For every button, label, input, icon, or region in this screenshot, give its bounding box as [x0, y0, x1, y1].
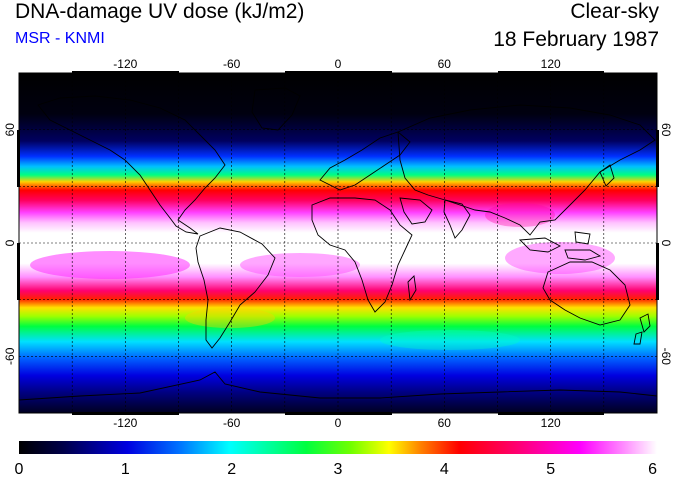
lon-tick-labels-top: -120 -60 0 60 120 [113, 57, 561, 71]
lon-tick-label: 120 [541, 57, 561, 71]
date-label: 18 February 1987 [493, 28, 659, 51]
lon-tick-label: 60 [438, 416, 452, 430]
australia-coast [542, 261, 631, 326]
lon-tick-label: -120 [113, 57, 137, 71]
india-coast [443, 199, 471, 239]
coastlines [19, 87, 657, 401]
lon-tick-label: -120 [113, 416, 137, 430]
lat-tick-label: -60 [659, 348, 673, 366]
indonesia-coast [518, 231, 602, 261]
lon-tick-label: 60 [438, 57, 452, 71]
lon-tick-label: -60 [223, 57, 241, 71]
africa-coast [311, 197, 413, 313]
europe-coast [319, 131, 411, 191]
graticule [19, 73, 657, 413]
lat-tick-label: 0 [659, 240, 673, 247]
lat-tick-label: 60 [3, 123, 17, 137]
colorbar-label: 1 [121, 461, 130, 478]
lat-tick-labels-right: 60 0 -60 [659, 123, 673, 365]
lon-tick-label: -60 [223, 416, 241, 430]
colorbar [19, 441, 657, 454]
colorbar-label: 5 [546, 461, 555, 478]
lon-tick-label: 120 [541, 416, 561, 430]
frame-ticks [17, 71, 659, 415]
asia-coast [397, 104, 656, 236]
colorbar-label: 6 [648, 461, 657, 478]
south-america-coast [195, 227, 276, 349]
lon-tick-labels-bottom: -120 -60 0 60 120 [113, 416, 561, 430]
lon-tick-label: 0 [335, 416, 342, 430]
source-label: MSR - KNMI [15, 30, 105, 47]
arabia-coast [399, 197, 433, 225]
new-zealand-coast [633, 313, 651, 345]
madagascar-coast [407, 275, 417, 302]
lat-tick-label: 60 [659, 123, 673, 137]
map-title: DNA-damage UV dose (kJ/m2) [15, 0, 305, 23]
lon-tick-label: 0 [335, 57, 342, 71]
colorbar-label: 3 [334, 461, 343, 478]
sky-condition-label: Clear-sky [570, 0, 659, 23]
lat-tick-label: -60 [3, 347, 17, 365]
lat-tick-labels-left: 60 0 -60 [3, 123, 17, 365]
north-america-coast [37, 95, 226, 235]
antarctica-coast [19, 371, 657, 401]
lat-tick-label: 0 [3, 239, 17, 246]
colorbar-labels: 0 1 2 3 4 5 6 [15, 461, 658, 478]
colorbar-label: 0 [15, 461, 24, 478]
colorbar-label: 4 [440, 461, 449, 478]
colorbar-label: 2 [227, 461, 236, 478]
